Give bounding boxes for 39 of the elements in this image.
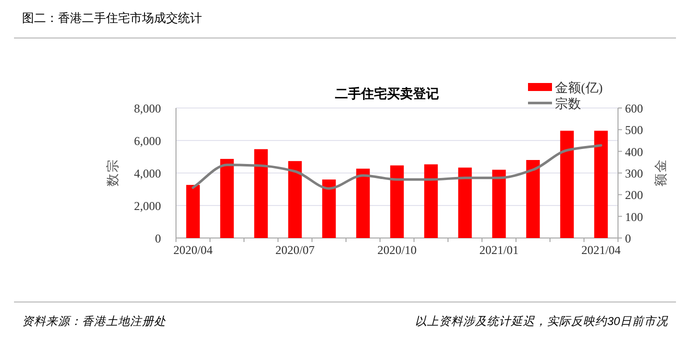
y2-tick-label: 0: [625, 232, 631, 246]
bar: [424, 164, 438, 238]
bar: [390, 165, 404, 238]
bar: [492, 170, 506, 238]
bar: [356, 168, 370, 238]
bar: [322, 180, 336, 238]
y2-tick-label: 400: [625, 144, 643, 159]
x-tick-label: 2020/07: [275, 243, 315, 257]
y-tick-label: 4,000: [134, 166, 161, 180]
line-series: [192, 144, 602, 190]
chart-subtitle: 二手住宅买卖登记: [335, 86, 439, 101]
y-tick-label: 8,000: [134, 102, 161, 116]
y-tick-label: 6,000: [134, 134, 161, 148]
bar: [254, 149, 268, 238]
text: 资料来源：香港土地注册处: [22, 315, 166, 328]
bar: [288, 161, 302, 238]
bar: [186, 184, 200, 238]
y-axis-title: 宗数: [105, 160, 120, 186]
x-tick-label: 2021/04: [581, 243, 621, 257]
y2-tick-label: 300: [625, 166, 643, 180]
x-tick-label: 2020/10: [377, 243, 417, 257]
legend-label: 宗数: [555, 96, 581, 111]
chart-title: 图二：香港二手住宅市场成交统计: [22, 11, 202, 25]
bar: [458, 168, 472, 238]
bar: [526, 160, 540, 238]
text: 以上资料涉及统计延迟，实际反映约30日前市况: [415, 315, 669, 328]
y2-tick-label: 500: [625, 123, 643, 138]
y2-tick-label: 600: [625, 102, 643, 116]
bar: [594, 130, 608, 238]
bar: [220, 158, 234, 238]
y2-tick-label: 200: [625, 188, 643, 202]
y-tick-label: 2,000: [134, 199, 161, 213]
legend-label: 金额(亿): [555, 80, 603, 95]
y-tick-label: 0: [155, 232, 161, 246]
x-tick-label: 2020/04: [173, 243, 213, 257]
bar: [560, 130, 574, 238]
x-tick-label: 2021/01: [479, 243, 519, 257]
y2-axis-title: 金额: [653, 160, 668, 186]
y2-tick-label: 100: [625, 210, 643, 224]
